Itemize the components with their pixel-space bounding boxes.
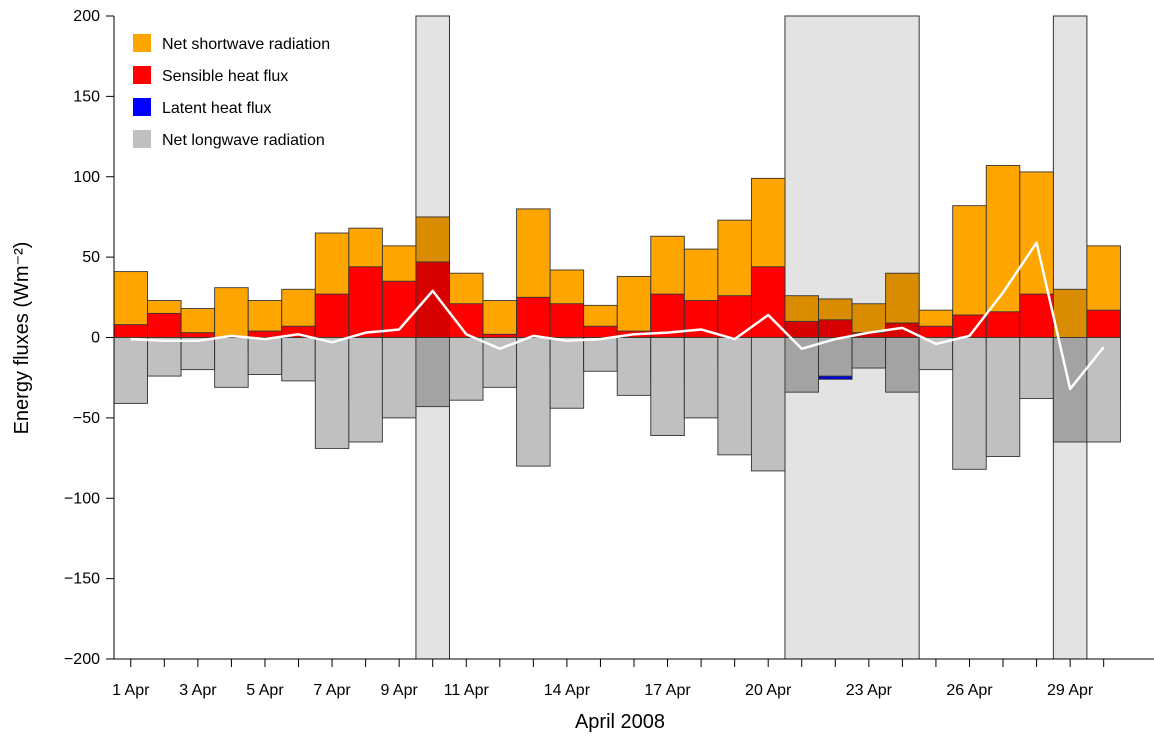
bar-net-longwave-radiation-day-1 [113, 337, 148, 404]
bar-sensible-heat-flux-day-14 [549, 303, 585, 338]
bar-net-longwave-radiation-day-23 [851, 337, 887, 369]
y-tick-label-100: 100 [73, 169, 100, 186]
bar-sensible-heat-flux-day-22 [818, 319, 853, 338]
x-tick-label-day-17: 17 Apr [644, 682, 691, 699]
bar-net-longwave-radiation-day-24 [885, 337, 920, 393]
bar-net-longwave-radiation-day-15 [583, 337, 618, 372]
y-tick-label-50: 50 [82, 249, 100, 266]
bar-sensible-heat-flux-day-8 [348, 266, 383, 338]
x-tick-label-day-1: 1 Apr [112, 682, 150, 699]
bar-sensible-heat-flux-day-2 [147, 312, 182, 338]
legend-swatch-net-longwave-radiation [133, 130, 151, 148]
net-balance-line [130, 241, 1105, 391]
bar-sensible-heat-flux-day-12 [482, 333, 518, 338]
x-tick-label-day-9: 9 Apr [380, 682, 418, 699]
x-tick-label-day-20: 20 Apr [745, 682, 792, 699]
x-tick-label-day-23: 23 Apr [846, 682, 893, 699]
y-tick-label-150: 150 [73, 88, 100, 105]
bar-sensible-heat-flux-day-25 [918, 325, 954, 338]
bar-sensible-heat-flux-day-10 [415, 261, 450, 338]
y-tick-label-200: 200 [73, 8, 100, 25]
bar-net-longwave-radiation-day-7 [314, 337, 350, 449]
legend-swatch-sensible-heat-flux [133, 66, 151, 84]
bar-net-longwave-radiation-day-17 [650, 337, 685, 437]
x-tick-label-day-26: 26 Apr [946, 682, 993, 699]
bar-net-longwave-radiation-day-27 [985, 337, 1021, 457]
bar-net-longwave-radiation-day-8 [348, 337, 383, 443]
legend-label-net-longwave-radiation: Net longwave radiation [162, 132, 325, 149]
y-tick-label--100: −100 [64, 490, 100, 507]
bar-net-longwave-radiation-day-2 [147, 337, 182, 377]
bar-net-longwave-radiation-day-6 [281, 337, 316, 382]
bar-net-shortwave-radiation-day-4 [214, 287, 249, 338]
axes: −200 −150 −100 −50 0 50 100 150 200 1 Apr 3 Apr 5 A… [64, 8, 1154, 699]
bar-net-longwave-radiation-day-10 [415, 337, 450, 408]
bar-net-longwave-radiation-day-18 [683, 337, 719, 419]
x-tick-label-day-5: 5 Apr [246, 682, 284, 699]
x-axis-title: April 2008 [575, 711, 665, 733]
bar-net-longwave-radiation-day-3 [180, 337, 216, 371]
x-tick-label-day-11: 11 Apr [444, 682, 490, 699]
bar-sensible-heat-flux-day-7 [314, 293, 350, 338]
bar-net-longwave-radiation-day-22 [818, 337, 853, 377]
bar-sensible-heat-flux-day-15 [583, 325, 618, 338]
y-tick-label--50: −50 [73, 410, 100, 427]
x-tick-label-day-14: 14 Apr [544, 682, 591, 699]
legend-label-net-shortwave-radiation: Net shortwave radiation [162, 36, 330, 53]
x-tick-label-day-3: 3 Apr [179, 682, 217, 699]
bar-net-longwave-radiation-day-30 [1086, 337, 1121, 443]
bar-net-longwave-radiation-day-26 [952, 337, 987, 470]
legend-swatch-net-shortwave-radiation [133, 34, 151, 52]
legend-label-sensible-heat-flux: Sensible heat flux [162, 68, 288, 85]
bar-sensible-heat-flux-day-30 [1086, 309, 1121, 338]
bar-net-longwave-radiation-day-13 [516, 337, 551, 467]
x-tick-label-day-7: 7 Apr [313, 682, 351, 699]
y-axis-title: Energy fluxes (Wm⁻²) [11, 242, 33, 435]
bar-sensible-heat-flux-day-13 [516, 296, 551, 338]
net-balance-line-group [130, 241, 1105, 391]
bar-net-longwave-radiation-day-14 [549, 337, 585, 409]
bar-net-longwave-radiation-day-16 [616, 337, 652, 396]
bar-net-longwave-radiation-day-12 [482, 337, 518, 388]
bar-sensible-heat-flux-day-27 [985, 311, 1021, 338]
legend-label-latent-heat-flux: Latent heat flux [162, 100, 271, 117]
bar-sensible-heat-flux-day-3 [180, 332, 216, 338]
y-tick-label--200: −200 [64, 651, 100, 668]
x-tick-label-day-29: 29 Apr [1047, 682, 1094, 699]
bar-net-longwave-radiation-day-9 [381, 337, 417, 419]
legend-swatch-latent-heat-flux [133, 98, 151, 116]
bar-net-shortwave-radiation-day-12 [482, 300, 518, 338]
bar-net-longwave-radiation-day-5 [247, 337, 283, 375]
bar-net-longwave-radiation-day-28 [1019, 337, 1054, 400]
bar-net-longwave-radiation-day-20 [750, 337, 786, 472]
bar-sensible-heat-flux-day-21 [784, 320, 819, 338]
bar-net-longwave-radiation-day-4 [214, 337, 249, 388]
y-tick-label-0: 0 [91, 330, 100, 347]
bar-net-shortwave-radiation-day-16 [616, 275, 652, 338]
bar-net-shortwave-radiation-day-29 [1052, 288, 1088, 338]
legend: Net shortwave radiation Sensible heat flu… [133, 34, 330, 149]
stacked-bars [113, 165, 1121, 472]
bar-net-longwave-radiation-day-11 [449, 337, 484, 401]
bar-sensible-heat-flux-day-1 [113, 324, 148, 338]
bar-sensible-heat-flux-day-28 [1019, 293, 1054, 338]
bar-net-longwave-radiation-day-19 [717, 337, 752, 456]
y-tick-label--150: −150 [64, 571, 100, 588]
